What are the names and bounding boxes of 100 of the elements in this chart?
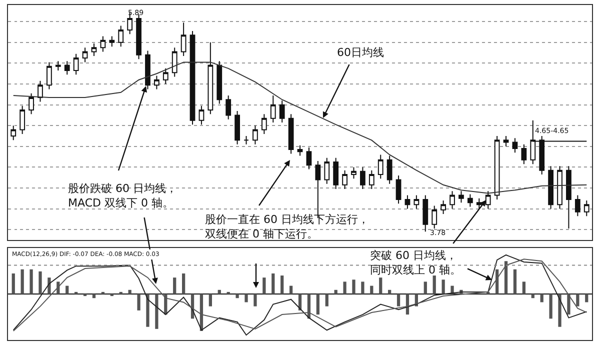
bar xyxy=(549,294,552,319)
bar xyxy=(48,278,51,294)
bar xyxy=(236,294,239,298)
candlestick xyxy=(404,194,410,210)
candlestick xyxy=(180,22,186,56)
bar xyxy=(208,294,212,306)
candlestick xyxy=(118,25,124,48)
candlestick xyxy=(360,166,366,190)
candlestick xyxy=(162,68,168,85)
bar xyxy=(334,290,338,294)
candlestick xyxy=(82,47,88,63)
candlestick xyxy=(440,200,446,214)
bar xyxy=(218,290,221,294)
candlestick xyxy=(154,75,160,90)
bar xyxy=(30,269,33,294)
candlestick xyxy=(73,53,79,76)
candlestick xyxy=(342,170,348,190)
candlestick xyxy=(566,166,572,230)
bar xyxy=(272,273,275,294)
bar xyxy=(576,294,580,306)
candlestick xyxy=(208,42,214,115)
candlestick xyxy=(297,144,303,156)
bar xyxy=(280,276,284,294)
candlestick xyxy=(28,92,34,115)
bar xyxy=(513,269,517,294)
bar xyxy=(325,294,328,306)
bar xyxy=(567,294,570,315)
candlestick xyxy=(521,144,527,165)
bar xyxy=(254,294,257,306)
bar xyxy=(396,294,400,306)
annotation: 突破 60 日均线，同时双线上 0 轴。 xyxy=(370,249,461,276)
candlestick xyxy=(396,175,402,204)
bar xyxy=(343,282,346,294)
bar xyxy=(12,273,15,294)
candlestick xyxy=(172,47,178,78)
candlestick xyxy=(20,105,26,134)
candlestick xyxy=(234,110,240,145)
bar xyxy=(370,286,374,294)
candlestick xyxy=(38,80,43,102)
candlestick xyxy=(548,166,554,210)
candlestick xyxy=(333,157,339,190)
bar xyxy=(155,294,158,329)
candlestick xyxy=(503,136,509,147)
candlestick xyxy=(279,100,285,123)
candlestick xyxy=(261,114,267,134)
bar xyxy=(540,294,544,302)
bar xyxy=(424,282,427,294)
candlestick xyxy=(145,50,150,90)
candlestick xyxy=(136,14,142,60)
bar xyxy=(92,294,96,298)
bar xyxy=(352,280,356,294)
annotation: 股价跌破 60 日均线，MACD 双线下 0 轴。 xyxy=(68,182,177,210)
candlestick xyxy=(64,60,70,76)
bar xyxy=(66,286,69,294)
candlestick xyxy=(100,36,106,52)
candlestick xyxy=(306,146,312,170)
candlestick xyxy=(422,194,428,232)
candlestick xyxy=(494,136,500,200)
candlestick xyxy=(288,114,294,154)
bar xyxy=(137,294,140,310)
bar xyxy=(128,290,132,294)
candlestick xyxy=(91,42,97,56)
bar xyxy=(38,271,42,294)
candlestick xyxy=(270,94,276,123)
bar xyxy=(361,282,364,294)
candlestick xyxy=(386,155,392,184)
candlestick xyxy=(252,125,258,145)
bar xyxy=(262,278,266,294)
bar xyxy=(146,294,150,327)
candlestick xyxy=(450,190,455,210)
bar xyxy=(558,294,562,327)
candlestick xyxy=(324,157,330,184)
bar xyxy=(182,273,186,294)
bar xyxy=(432,276,436,294)
candlestick xyxy=(557,166,562,210)
annotation: 60日均线 xyxy=(337,46,384,59)
bar xyxy=(173,278,176,294)
candlestick xyxy=(190,30,196,126)
bar xyxy=(20,269,24,294)
candlestick xyxy=(584,200,590,217)
bar xyxy=(522,282,526,294)
candlestick xyxy=(46,62,52,90)
bar xyxy=(289,286,293,294)
candlestick xyxy=(351,166,356,180)
candlestick xyxy=(458,190,464,204)
bar xyxy=(379,278,382,294)
bar xyxy=(244,294,248,302)
bar xyxy=(504,261,508,294)
candlestick xyxy=(432,205,438,230)
bar xyxy=(316,294,320,315)
candlestick xyxy=(414,194,420,210)
bar xyxy=(531,294,534,298)
candlestick xyxy=(55,60,61,72)
bar xyxy=(388,290,392,294)
bar xyxy=(585,294,588,302)
candlestick xyxy=(226,94,232,120)
candlestick xyxy=(368,170,374,190)
candlestick xyxy=(378,154,384,180)
candlestick xyxy=(467,194,473,208)
candlestick xyxy=(109,36,115,48)
